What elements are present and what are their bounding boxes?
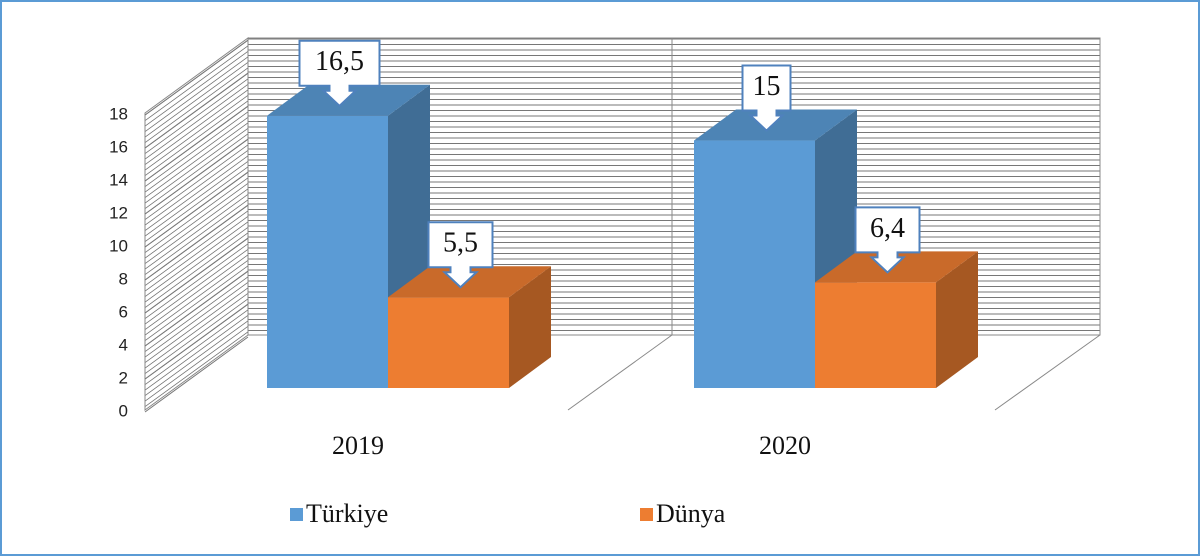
bar xyxy=(694,109,857,389)
y-tick-label: 16 xyxy=(109,137,128,156)
y-tick-label: 18 xyxy=(109,104,128,123)
bar-top xyxy=(388,266,551,298)
callout xyxy=(427,221,494,289)
grid-line xyxy=(144,105,249,182)
grid-line xyxy=(144,39,249,116)
y-tick-label: 8 xyxy=(119,269,128,288)
y-tick-label: 12 xyxy=(109,203,128,222)
callout xyxy=(298,39,381,108)
legend-label: Dünya xyxy=(656,499,726,528)
legend-swatch xyxy=(290,508,303,521)
y-tick-label: 2 xyxy=(119,368,128,387)
bar xyxy=(388,266,551,388)
grid-line xyxy=(144,237,249,314)
bar-side xyxy=(509,266,551,388)
bar-front xyxy=(815,282,936,388)
bar xyxy=(815,251,978,388)
callout xyxy=(854,206,921,274)
y-tick-label: 10 xyxy=(109,236,128,255)
bar-front xyxy=(694,140,815,388)
bar-front xyxy=(267,115,388,389)
value-label: 5,5 xyxy=(443,228,478,259)
grid-line xyxy=(144,270,249,347)
y-tick-label: 14 xyxy=(109,170,128,189)
bar-top xyxy=(694,109,857,141)
grid-line xyxy=(144,336,249,413)
callout xyxy=(741,64,792,132)
grid-line xyxy=(144,72,249,149)
grid-line xyxy=(144,138,249,215)
x-tick-label: 2020 xyxy=(759,431,811,460)
value-label: 16,5 xyxy=(315,46,364,77)
value-label: 6,4 xyxy=(870,213,905,244)
y-tick-label: 4 xyxy=(119,335,128,354)
side-wall xyxy=(144,37,249,411)
legend-label: Türkiye xyxy=(306,499,388,528)
bar-side xyxy=(936,251,978,388)
bar-top xyxy=(815,251,978,283)
grid-line xyxy=(144,303,249,380)
y-tick-label: 0 xyxy=(119,401,128,420)
grid-line xyxy=(144,171,249,248)
y-tick-label: 6 xyxy=(119,302,128,321)
bar-top xyxy=(267,84,430,116)
grid-line xyxy=(144,204,249,281)
value-label: 15 xyxy=(753,71,781,102)
bar-front xyxy=(388,297,509,388)
floor-line xyxy=(994,334,1101,411)
bar xyxy=(267,84,430,389)
x-tick-label: 2019 xyxy=(332,431,384,460)
floor-line xyxy=(567,334,673,411)
legend-swatch xyxy=(640,508,653,521)
